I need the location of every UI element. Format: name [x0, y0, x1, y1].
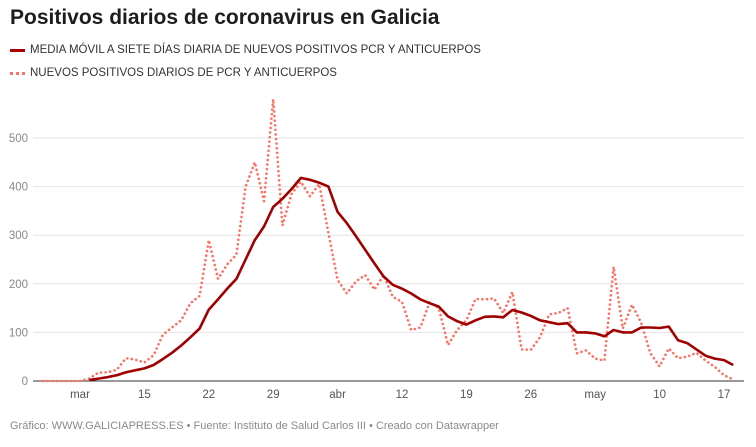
x-tick-label: 19 [460, 389, 473, 401]
chart-title: Positivos diarios de coronavirus en Gali… [10, 6, 440, 29]
x-tick-label: mar [70, 389, 90, 401]
series-line-daily-positives [41, 97, 735, 383]
y-tick-label: 400 [9, 182, 28, 194]
legend-swatch-solid [10, 48, 25, 52]
x-tick-label: 12 [396, 389, 409, 401]
x-tick-label: 26 [524, 389, 537, 401]
x-tick-label: 17 [718, 389, 731, 401]
y-tick-label: 300 [9, 230, 28, 242]
y-tick-label: 200 [9, 279, 28, 291]
chart-footer: Gráfico: WWW.GALICIAPRESS.ES • Fuente: I… [10, 420, 499, 432]
x-tick-label: 29 [267, 389, 280, 401]
x-tick-label: 15 [138, 389, 151, 401]
y-tick-label: 500 [9, 133, 28, 145]
y-tick-label: 100 [9, 327, 28, 339]
x-tick-label: abr [329, 389, 346, 401]
x-tick-label: 22 [202, 389, 215, 401]
legend-label: NUEVOS POSITIVOS DIARIOS DE PCR Y ANTICU… [30, 67, 337, 79]
series-line-moving-average [89, 176, 734, 382]
x-tick-label: may [584, 389, 606, 401]
legend-swatch-dotted [10, 71, 25, 75]
y-tick-label: 0 [22, 376, 28, 388]
legend-item-moving-average: MEDIA MÓVIL A SIETE DÍAS DIARIA DE NUEVO… [10, 44, 481, 56]
legend-item-daily: NUEVOS POSITIVOS DIARIOS DE PCR Y ANTICU… [10, 67, 337, 79]
legend-label: MEDIA MÓVIL A SIETE DÍAS DIARIA DE NUEVO… [30, 44, 481, 56]
x-tick-label: 10 [653, 389, 666, 401]
